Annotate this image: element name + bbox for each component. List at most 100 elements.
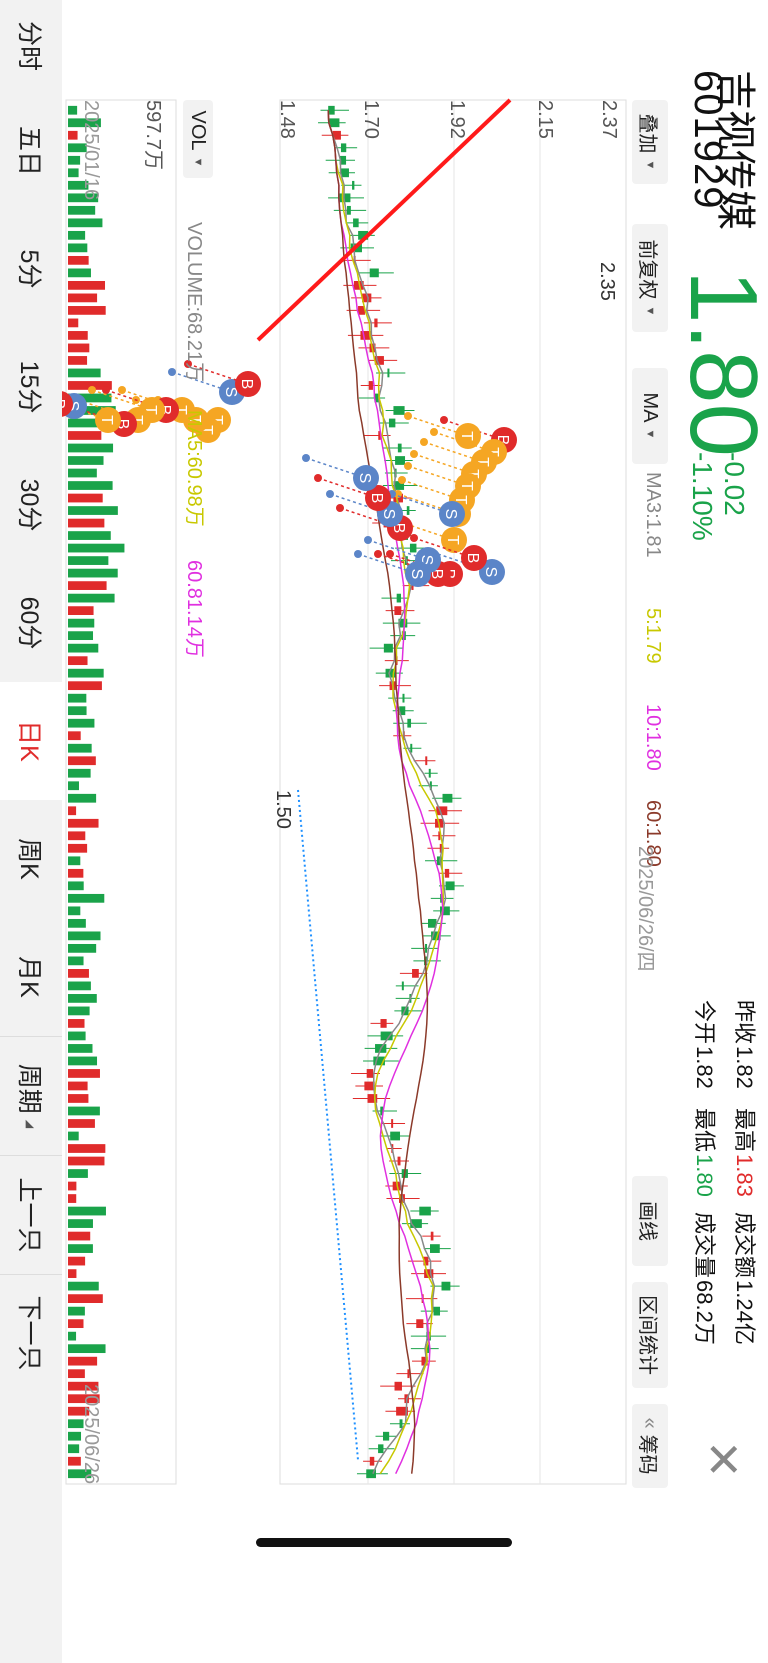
period-cycle-dropdown[interactable]: 周期 ◢ <box>15 1063 43 1129</box>
candle-body <box>382 1431 390 1441</box>
volume-bar <box>68 506 118 515</box>
candle-body <box>340 143 347 153</box>
candle-body <box>328 105 335 115</box>
volume-bar <box>67 205 96 215</box>
trade-marker <box>95 407 121 433</box>
volume-bar <box>67 168 79 178</box>
trade-marker-label: S <box>442 509 459 520</box>
ma10-line <box>327 110 444 1475</box>
ma5-line <box>327 110 445 1475</box>
volume-bar <box>67 1231 91 1241</box>
period-tab-monthly[interactable]: 月K <box>15 956 43 998</box>
candle-body <box>393 406 405 415</box>
volume-bar <box>67 1456 81 1466</box>
price-axis-bottom: 1.48 <box>276 100 298 139</box>
period-tab-5min[interactable]: 5分 <box>15 249 43 289</box>
marker-connector <box>367 539 429 561</box>
volume-bar <box>67 731 81 741</box>
volume-bar <box>68 1156 105 1166</box>
volume-max-label: 597.7万 <box>142 100 164 171</box>
trade-marker <box>235 371 261 397</box>
candle-body <box>396 593 401 603</box>
volume-bar <box>67 956 84 966</box>
caret-down-icon: ▼ <box>192 156 204 168</box>
candle-body <box>406 506 410 515</box>
volume-bar <box>67 994 97 1003</box>
marker-dot <box>404 462 412 470</box>
volume-bar <box>68 306 106 315</box>
next-stock-button[interactable]: 下一只 <box>15 1295 43 1371</box>
volume-bar <box>68 969 89 978</box>
candle-body <box>366 1069 374 1078</box>
candle-body <box>430 1231 434 1241</box>
volume-bar <box>68 568 118 578</box>
volume-bar <box>67 1306 85 1316</box>
volume-bar <box>67 693 87 703</box>
marker-connector <box>357 553 419 575</box>
candle-body <box>369 268 379 278</box>
volume-bar <box>68 818 99 828</box>
marker-connector <box>317 477 379 499</box>
volume-bar <box>67 743 92 753</box>
trend-line <box>256 98 512 342</box>
candle-body <box>390 1131 401 1141</box>
marker-dot <box>354 550 362 558</box>
volume-bar <box>67 343 90 353</box>
trade-marker-label: T <box>142 405 159 415</box>
ma3-line <box>327 110 447 1475</box>
volume-bar <box>68 1069 100 1078</box>
candle-body <box>383 643 393 653</box>
period-tab-5day[interactable]: 五日 <box>15 125 43 176</box>
trade-marker-label: T <box>172 405 189 415</box>
marker-dot <box>440 416 448 424</box>
candle-body <box>407 1369 410 1379</box>
volume-legend: VOLUME:68.21万 <box>183 222 205 383</box>
candle-body <box>368 381 373 390</box>
period-tab-30min[interactable]: 30分 <box>15 478 43 532</box>
volume-bar <box>68 1281 99 1291</box>
candle-body <box>419 1206 431 1216</box>
candle-body <box>425 943 428 953</box>
trade-marker-label: T <box>186 415 203 425</box>
trade-marker-label: S <box>482 567 499 578</box>
caret-down-icon: ◢ <box>24 1119 37 1129</box>
marker-connector <box>91 389 153 411</box>
volume-bar <box>67 1381 99 1391</box>
volume-bar <box>68 781 79 791</box>
trade-marker-label: T <box>128 415 145 425</box>
volume-bar <box>68 1356 98 1366</box>
marker-connector <box>329 493 391 515</box>
volume-bar <box>67 293 98 303</box>
volume-indicator-dropdown[interactable]: VOL ▼ <box>183 100 213 178</box>
trade-marker <box>461 545 487 571</box>
volume-bar <box>68 281 106 290</box>
trough-annotation: 1.50 <box>272 790 294 829</box>
volume-ma5-legend: MA5:60.98万 <box>183 410 205 527</box>
trade-marker-label: B <box>464 553 481 564</box>
volume-bar <box>67 1019 85 1028</box>
period-tab-daily[interactable]: 日K <box>0 682 62 800</box>
period-tab-60min[interactable]: 60分 <box>15 596 43 650</box>
volume-bar <box>68 543 125 553</box>
trade-marker <box>479 559 505 585</box>
volume-bar <box>68 793 97 803</box>
marker-dot <box>374 550 382 558</box>
candle-body <box>409 543 417 553</box>
prev-stock-button[interactable]: 上一只 <box>15 1177 43 1253</box>
volume-bar <box>67 681 102 691</box>
volume-bar <box>67 706 87 716</box>
period-tab-weekly[interactable]: 周K <box>15 838 43 880</box>
trade-marker-label: B <box>114 419 131 430</box>
candle-body <box>416 1319 424 1329</box>
volume-bar <box>67 143 87 153</box>
period-tab-fenshi[interactable]: 分时 <box>15 20 43 71</box>
volume-bar <box>68 105 78 115</box>
peak-annotation: 2.35 <box>596 262 618 301</box>
volume-bar <box>68 756 96 766</box>
trade-marker <box>455 423 481 449</box>
candle-body <box>401 981 404 991</box>
candle-body <box>362 293 372 303</box>
period-tab-15min[interactable]: 15分 <box>15 360 43 414</box>
ma60-line <box>327 110 429 1474</box>
